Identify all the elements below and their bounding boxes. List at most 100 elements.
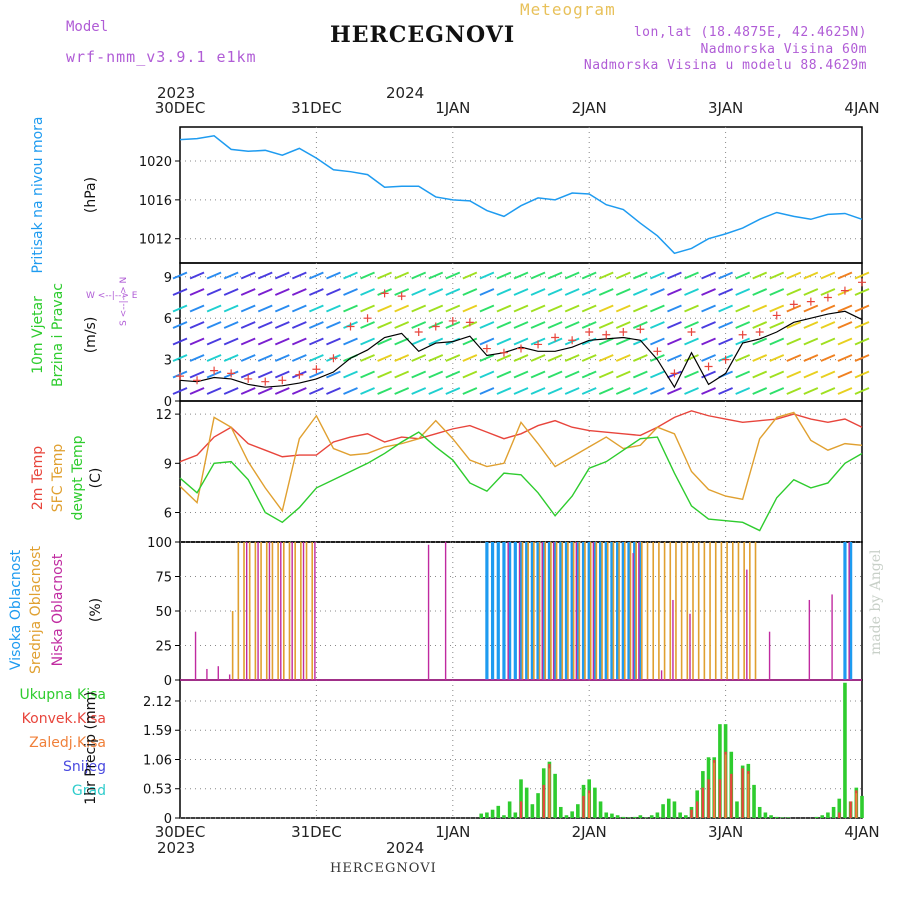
day-label-top: 3JAN	[708, 99, 743, 117]
wind-arrow	[598, 370, 614, 379]
wind-arrow	[343, 387, 358, 395]
total-precip-bar	[814, 816, 819, 818]
wind-arrow	[854, 387, 870, 395]
wind-arrow	[172, 304, 188, 313]
wind-arrow	[786, 354, 802, 362]
wind-arrow	[257, 304, 273, 313]
wind-arrow	[615, 337, 631, 346]
gust-marker	[278, 376, 287, 385]
gust-marker	[568, 336, 577, 345]
total-precip-bar	[672, 801, 677, 818]
wind-arrow	[735, 304, 751, 313]
wind-arrow	[394, 337, 410, 346]
wind-arrow	[479, 321, 495, 329]
gust-marker	[602, 330, 611, 339]
high-cloud-bar	[849, 542, 853, 680]
wind-arrow	[684, 288, 699, 296]
gust-marker	[193, 376, 202, 385]
y-tick-label: 0	[164, 674, 172, 689]
mid-cloud-bar	[629, 542, 632, 680]
high-cloud-bar	[513, 542, 517, 680]
conv-precip-bar	[718, 779, 722, 818]
wind-arrow	[343, 304, 358, 313]
lonlat-label: lon,lat (18.4875E, 42.4625N)	[633, 25, 867, 40]
wind-arrow	[428, 354, 444, 362]
wind-arrow	[735, 354, 751, 362]
wind-arrow	[291, 387, 307, 395]
wind-arrow	[411, 271, 427, 280]
wind-arrow	[718, 387, 733, 395]
mid-cloud-bar	[533, 542, 535, 680]
wind-arrow	[769, 304, 785, 313]
wind-arrow	[274, 304, 290, 313]
wind-arrow	[735, 288, 751, 296]
mid-cloud-bar	[300, 542, 302, 680]
wind-arrow	[496, 288, 512, 296]
frozen-precip-bar	[747, 773, 750, 818]
total-precip-bar	[780, 817, 785, 818]
low-cloud-bar	[444, 542, 447, 680]
wind-arrow	[496, 354, 512, 362]
wind-arrow	[360, 370, 375, 379]
gust-marker	[738, 330, 747, 339]
mid-cloud-bar	[703, 542, 706, 680]
total-precip-bar	[519, 779, 523, 818]
total-precip-bar	[769, 815, 773, 818]
wind-arrow	[650, 321, 665, 329]
wind-arrow	[718, 271, 733, 280]
wind-arrow	[377, 304, 392, 313]
wind-arrow	[326, 321, 341, 329]
wind-arrow	[257, 337, 273, 346]
wind-arrow	[564, 370, 580, 379]
wind-arrow	[394, 271, 410, 280]
mid-cloud-bar	[731, 542, 734, 680]
wind-arrow	[718, 304, 733, 313]
wind-arrow	[769, 271, 785, 280]
conv-precip-bar	[542, 784, 545, 818]
high-cloud-bar	[490, 542, 495, 680]
total-precip-bar	[678, 812, 682, 818]
wind-arrow	[752, 387, 768, 395]
mid-cloud-bar	[601, 542, 603, 680]
y-tick-label: 0.53	[143, 783, 172, 798]
total-precip-bar	[774, 816, 779, 818]
bottom-year-mid: 2024	[386, 839, 424, 857]
wind-arrow	[189, 304, 205, 313]
wind-arrow	[530, 354, 546, 362]
gust-marker	[499, 348, 508, 357]
wind-arrow	[172, 387, 188, 395]
total-precip-bar	[684, 815, 688, 818]
wind-arrow	[206, 321, 222, 329]
wind-unit-label: (m/s)	[83, 317, 99, 354]
wind-arrow	[206, 288, 222, 296]
wind-arrow	[257, 288, 273, 296]
wind-arrow	[615, 387, 631, 395]
day-label-top: 2JAN	[572, 99, 607, 117]
high-cloud-bar	[598, 542, 603, 680]
wind-arrow	[786, 288, 802, 296]
low-cloud-bar	[291, 542, 293, 680]
wind-arrow	[598, 288, 614, 296]
wind-arrow	[701, 354, 716, 362]
wind-arrow	[257, 387, 273, 395]
wind-ylabel-2: Brzina i Pravac	[50, 283, 66, 387]
temp-unit-label: (C)	[88, 468, 104, 489]
wind-arrow	[223, 321, 239, 329]
mid-cloud-bar	[578, 542, 581, 680]
conv-precip-bar	[701, 787, 705, 818]
wind-arrow	[530, 370, 546, 379]
mid-cloud-bar	[680, 542, 683, 680]
wind-arrow	[257, 354, 273, 362]
total-precip-bar	[536, 793, 540, 818]
wind-arrow	[240, 321, 256, 329]
wind-arrow	[513, 337, 529, 346]
wind-arrow	[462, 354, 478, 362]
wind-arrow	[701, 271, 716, 280]
high-cloud-bar	[581, 542, 586, 680]
wind-arrow	[547, 370, 563, 379]
wind-arrow	[428, 387, 444, 395]
mid-cloud-bar	[277, 542, 279, 680]
wind-arrow	[854, 288, 870, 296]
wind-arrow	[513, 387, 529, 395]
wind-arrow	[479, 271, 495, 280]
